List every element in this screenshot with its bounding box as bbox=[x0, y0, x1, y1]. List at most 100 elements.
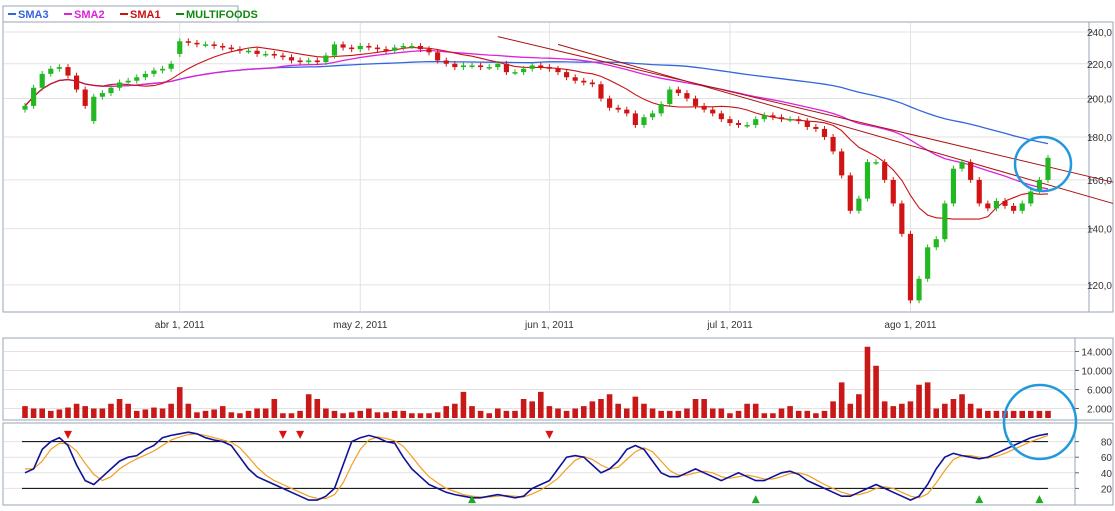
candle-body bbox=[624, 109, 630, 114]
volume-bar bbox=[142, 409, 149, 418]
candle-body bbox=[426, 49, 432, 53]
price-candles bbox=[22, 38, 1051, 304]
volume-bar bbox=[924, 382, 931, 418]
candle-body bbox=[202, 44, 209, 46]
candle-body bbox=[503, 63, 509, 73]
candle-body bbox=[168, 63, 174, 69]
candle-body bbox=[116, 82, 123, 88]
volume-bar bbox=[331, 410, 338, 418]
candle-body bbox=[882, 162, 888, 180]
candle-body bbox=[598, 84, 604, 99]
volume-bar bbox=[735, 410, 742, 418]
volume-bar bbox=[125, 403, 131, 418]
volume-bar bbox=[151, 407, 157, 418]
candle-body bbox=[512, 72, 518, 74]
candle-body bbox=[770, 115, 776, 118]
volume-bar bbox=[838, 382, 845, 418]
candle-body bbox=[555, 68, 561, 73]
volume-bar bbox=[133, 410, 140, 418]
candle-body bbox=[1045, 157, 1051, 180]
candle-body bbox=[400, 45, 406, 48]
candle-body bbox=[469, 65, 475, 67]
candle-body bbox=[667, 89, 673, 105]
candle-body bbox=[1011, 205, 1017, 211]
price-axis bbox=[1088, 21, 1114, 313]
candle-body bbox=[443, 60, 449, 64]
candle-body bbox=[985, 203, 991, 209]
candle-body bbox=[74, 75, 80, 90]
candle-body bbox=[271, 53, 277, 56]
stochastic-tick-label: 20 bbox=[1101, 484, 1113, 495]
price-tick-label: 200,0 bbox=[1087, 95, 1112, 106]
price-axis-labels: 120,0 140,0 160,0 180,0 200,0 220,0 240,0 bbox=[1087, 28, 1112, 292]
price-tick-label: 180,0 bbox=[1087, 133, 1112, 144]
candle-body bbox=[211, 44, 217, 46]
candle-body bbox=[632, 113, 638, 125]
candle-body bbox=[31, 87, 37, 106]
volume-bar bbox=[675, 410, 682, 418]
sell-signal-marker bbox=[545, 430, 554, 439]
volume-bar bbox=[821, 410, 828, 418]
volume-bar bbox=[39, 408, 45, 418]
candle-body bbox=[108, 87, 114, 94]
candle-body bbox=[39, 73, 45, 88]
candle-body bbox=[177, 41, 183, 54]
candle-body bbox=[22, 105, 28, 110]
candle-body bbox=[1019, 203, 1025, 211]
candle-body bbox=[297, 60, 303, 63]
candle-body bbox=[91, 96, 97, 122]
volume-bar bbox=[512, 410, 518, 418]
legend-label: SMA2 bbox=[74, 9, 105, 21]
volume-bar bbox=[813, 413, 819, 418]
candle-body bbox=[753, 119, 759, 125]
volume-bar bbox=[108, 403, 114, 418]
volume-bar bbox=[366, 408, 372, 418]
candle-body bbox=[417, 45, 424, 50]
volume-bar bbox=[718, 408, 725, 418]
candle-body bbox=[220, 45, 226, 48]
volume-bar bbox=[761, 413, 768, 418]
volume-bar bbox=[976, 408, 983, 418]
volume-bar bbox=[649, 408, 656, 418]
volume-bar bbox=[30, 408, 37, 418]
date-label: jul 1, 2011 bbox=[706, 320, 753, 331]
candle-body bbox=[452, 63, 458, 68]
candle-body bbox=[804, 121, 810, 127]
candle-body bbox=[925, 247, 931, 279]
candle-body bbox=[159, 68, 166, 71]
candle-body bbox=[658, 104, 664, 114]
candle-body bbox=[357, 45, 363, 50]
volume-bar bbox=[744, 403, 750, 418]
volume-bar bbox=[890, 406, 897, 418]
buy-signal-marker bbox=[468, 495, 477, 504]
volume-bar bbox=[426, 413, 432, 418]
volume-bar bbox=[400, 410, 407, 418]
candle-body bbox=[787, 119, 793, 121]
candle-body bbox=[933, 239, 939, 248]
volume-bar bbox=[219, 406, 226, 418]
volume-bar bbox=[804, 410, 811, 418]
candle-body bbox=[125, 80, 131, 83]
volume-bar bbox=[641, 403, 647, 418]
volume-bar bbox=[899, 403, 905, 418]
volume-tick-label: 10.000 bbox=[1081, 367, 1112, 378]
volume-bar bbox=[692, 399, 699, 418]
volume-bar bbox=[477, 410, 484, 418]
highlight-circle-price bbox=[1013, 135, 1073, 193]
candle-body bbox=[56, 67, 62, 69]
volume-bar bbox=[314, 399, 321, 418]
volume-bar bbox=[684, 408, 690, 418]
volume-bar bbox=[452, 403, 458, 418]
candle-body bbox=[392, 47, 398, 51]
candle-body bbox=[134, 77, 140, 81]
candle-body bbox=[48, 68, 54, 74]
volume-bar bbox=[1010, 410, 1017, 418]
volume-bar bbox=[529, 401, 535, 418]
date-label: may 2, 2011 bbox=[333, 320, 388, 331]
buy-signal-marker bbox=[1035, 495, 1044, 504]
volume-bar bbox=[391, 410, 398, 418]
volume-bar bbox=[985, 410, 991, 418]
candle-body bbox=[288, 57, 295, 61]
volume-tick-label: 6.000 bbox=[1087, 386, 1112, 397]
stochastic-panel bbox=[2, 422, 1076, 506]
